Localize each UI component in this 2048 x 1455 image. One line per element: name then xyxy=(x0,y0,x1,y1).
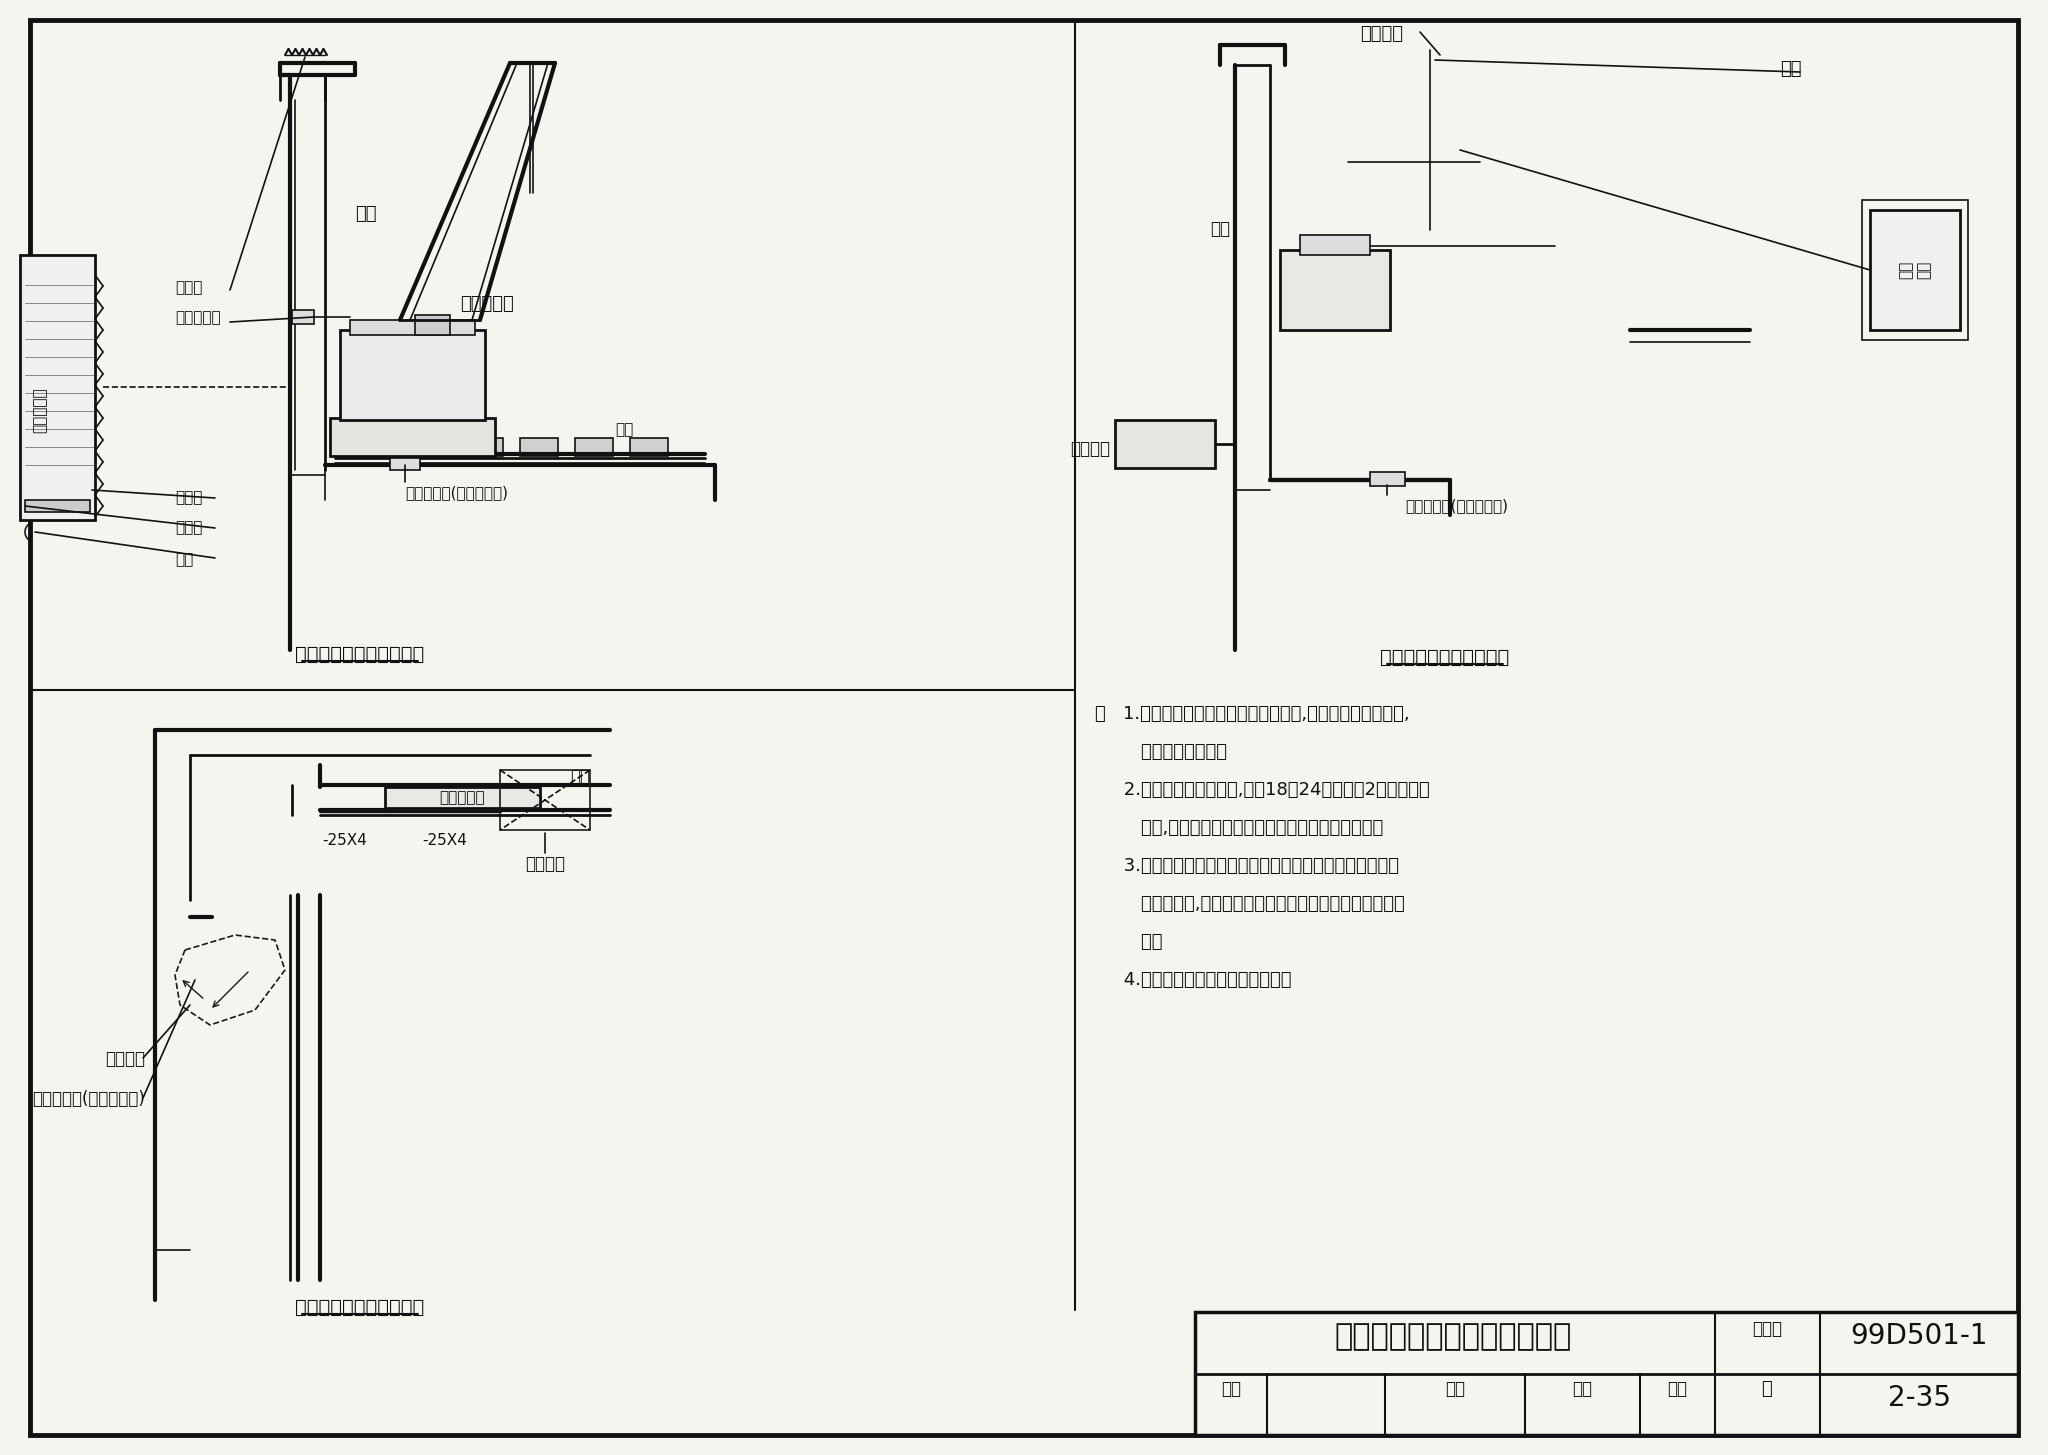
Bar xyxy=(20,255,94,519)
Bar xyxy=(354,438,393,455)
Text: 滚轮: 滚轮 xyxy=(174,551,193,567)
Text: 接。: 接。 xyxy=(1096,933,1163,952)
Text: 审阅: 审阅 xyxy=(1221,1379,1241,1398)
Text: 转角吊笼: 转角吊笼 xyxy=(104,1051,145,1068)
Text: 注   1.擦窗机型式按各工程实际情况选定,其导轨型式各不相同,: 注 1.擦窗机型式按各工程实际情况选定,其导轨型式各不相同, xyxy=(1096,706,1409,723)
Bar xyxy=(631,438,668,455)
Text: 吊笼式擦窗机接地剖面图: 吊笼式擦窗机接地剖面图 xyxy=(1380,647,1509,666)
Text: 混凝土枕木: 混凝土枕木 xyxy=(438,790,485,806)
Text: 吸附式擦窗机局部平面图: 吸附式擦窗机局部平面图 xyxy=(295,1298,424,1317)
Bar xyxy=(385,787,541,808)
Bar xyxy=(520,438,557,455)
Text: 吸附式吊笼: 吸附式吊笼 xyxy=(33,387,47,432)
Text: 接地端子板(或直接焊接): 接地端子板(或直接焊接) xyxy=(33,1090,145,1109)
Text: 接线
用品: 接线 用品 xyxy=(1898,260,1931,279)
Text: 设计: 设计 xyxy=(1573,1379,1591,1398)
Text: 接地端子板(或直接焊接): 接地端子板(或直接焊接) xyxy=(1405,498,1507,514)
Text: 轴流扇: 轴流扇 xyxy=(174,490,203,505)
Bar xyxy=(416,314,451,335)
Text: 应可靠连接,再将导轨接地连接线与该接地端子板可靠连: 应可靠连接,再将导轨接地连接线与该接地端子板可靠连 xyxy=(1096,895,1405,912)
Text: 密封刷: 密封刷 xyxy=(174,519,203,535)
Text: 枕木: 枕木 xyxy=(614,422,633,436)
Text: 踏机: 踏机 xyxy=(1210,220,1231,239)
Text: 避雷带: 避雷带 xyxy=(174,279,203,295)
Text: 路轨: 路轨 xyxy=(569,768,590,786)
Bar xyxy=(1370,471,1405,486)
Bar xyxy=(1870,210,1960,330)
Bar xyxy=(340,330,485,420)
Text: 2.导轨间距由工程选定,每隔18～24米左右将2根导轨跨接: 2.导轨间距由工程选定,每隔18～24米左右将2根导轨跨接 xyxy=(1096,781,1430,799)
Bar xyxy=(500,770,590,829)
Bar xyxy=(389,458,420,470)
Text: 行走马达: 行走马达 xyxy=(1069,439,1110,458)
Bar xyxy=(1300,236,1370,255)
Text: 4.接地端子板的型式由工程选定。: 4.接地端子板的型式由工程选定。 xyxy=(1096,970,1292,989)
Text: 页: 页 xyxy=(1761,1379,1772,1398)
Text: 缆绳: 缆绳 xyxy=(1780,60,1802,79)
Text: 接地端子板(或直接焊接): 接地端子板(或直接焊接) xyxy=(406,485,508,501)
Text: 吊臂: 吊臂 xyxy=(354,205,377,223)
Text: 吸附式擦窗机接地剖面图: 吸附式擦窗机接地剖面图 xyxy=(295,645,424,663)
Text: 可参照本图施工。: 可参照本图施工。 xyxy=(1096,744,1227,761)
Bar xyxy=(293,310,313,324)
Text: 校对: 校对 xyxy=(1446,1379,1464,1398)
Bar xyxy=(1280,250,1391,330)
Bar xyxy=(1114,420,1214,469)
Text: -25X4: -25X4 xyxy=(422,834,467,848)
Bar xyxy=(575,438,612,455)
Bar xyxy=(465,438,504,455)
Text: 3.女儿墙上避雷带与利用柱子作避雷引下线的接地端子板: 3.女儿墙上避雷带与利用柱子作避雷引下线的接地端子板 xyxy=(1096,857,1399,874)
Text: 一次,每组擦窗机导轨防雷接地连接点不少于四个。: 一次,每组擦窗机导轨防雷接地连接点不少于四个。 xyxy=(1096,819,1382,837)
Bar xyxy=(25,501,90,512)
Text: 吊笼摇臂: 吊笼摇臂 xyxy=(1360,25,1403,44)
Text: 99D501-1: 99D501-1 xyxy=(1849,1323,1989,1350)
Text: 2-35: 2-35 xyxy=(1888,1384,1950,1411)
Bar xyxy=(350,320,475,335)
Text: 转盘式机组: 转盘式机组 xyxy=(461,295,514,313)
Text: 中间吊笼: 中间吊笼 xyxy=(524,856,565,873)
Text: 图集号: 图集号 xyxy=(1751,1320,1782,1339)
Text: -25X4: -25X4 xyxy=(324,834,367,848)
Bar xyxy=(330,418,496,455)
Text: 描图: 描图 xyxy=(1667,1379,1688,1398)
Text: 高层建筑擦窗机防雷接地做法: 高层建筑擦窗机防雷接地做法 xyxy=(1335,1323,1571,1352)
Text: 接地端子板: 接地端子板 xyxy=(174,310,221,324)
Bar xyxy=(410,438,449,455)
Bar xyxy=(1194,1312,2017,1435)
Bar xyxy=(1862,199,1968,340)
